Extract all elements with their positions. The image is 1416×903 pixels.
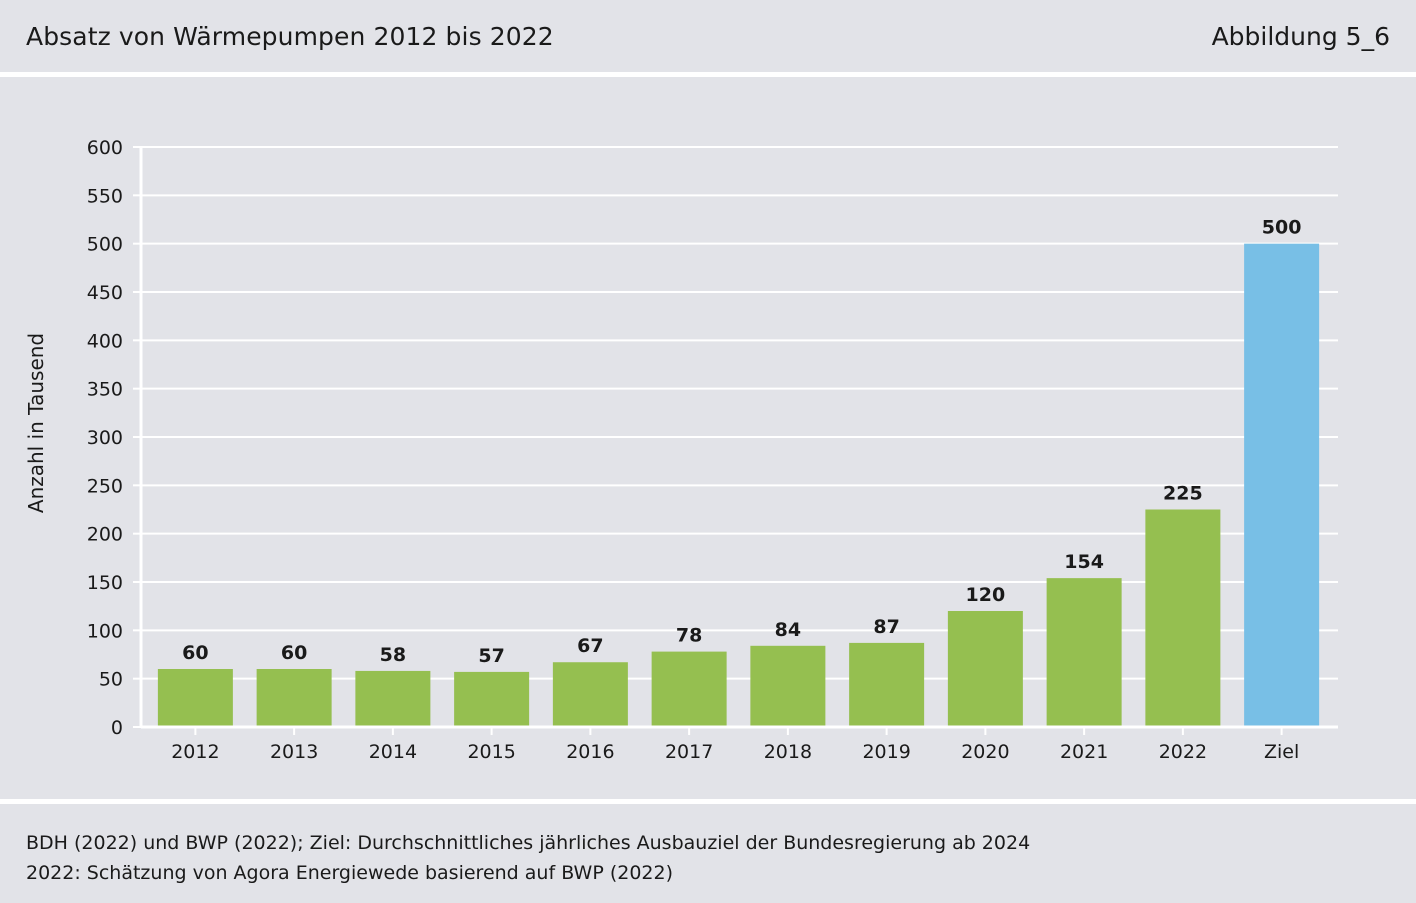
estimate-note: 2022: Schätzung von Agora Energiewede ba… — [26, 862, 674, 884]
y-axis-label: Anzahl in Tausend — [24, 333, 48, 513]
chart-title: Absatz von Wärmepumpen 2012 bis 2022 — [26, 22, 554, 51]
x-tick-label: Ziel — [1264, 741, 1299, 763]
figure-label: Abbildung 5_6 — [1211, 22, 1390, 51]
x-tick-label: 2021 — [1060, 741, 1108, 763]
y-tick-label: 350 — [87, 379, 123, 401]
value-label: 154 — [1064, 551, 1104, 573]
bar-chart: 0 50 100 150 200 250 300 350 400 450 500 550 600 201… — [24, 137, 1338, 763]
y-tick-label: 200 — [87, 524, 123, 546]
bar-2018 — [750, 645, 826, 727]
value-labels: 60 60 58 57 67 78 84 87 120 154 225 500 — [182, 217, 1301, 667]
value-label: 500 — [1262, 217, 1302, 239]
x-tick-label: 2020 — [961, 741, 1009, 763]
bar-2016 — [552, 662, 628, 727]
footer-divider — [0, 799, 1416, 804]
bar-2020 — [947, 611, 1023, 727]
header: Absatz von Wärmepumpen 2012 bis 2022 Abb… — [0, 0, 1416, 72]
bar-2014 — [355, 670, 431, 727]
y-tick-label: 300 — [87, 427, 123, 449]
x-axis-ticks: 2012 2013 2014 2015 2016 2017 2018 2019 2020 2021… — [171, 727, 1299, 763]
bar-2013 — [256, 669, 332, 727]
y-tick-label: 150 — [87, 572, 123, 594]
value-label: 87 — [873, 616, 899, 638]
bar-2017 — [651, 651, 727, 727]
bar-ziel — [1244, 243, 1320, 727]
x-tick-label: 2013 — [270, 741, 318, 763]
value-label: 60 — [182, 642, 208, 664]
bar-2019 — [849, 642, 925, 727]
value-label: 67 — [577, 635, 603, 657]
bar-2015 — [454, 671, 530, 727]
gridlines — [141, 146, 1338, 680]
x-tick-label: 2014 — [369, 741, 417, 763]
value-label: 60 — [281, 642, 307, 664]
value-label: 58 — [380, 644, 406, 666]
y-tick-label: 550 — [87, 185, 123, 207]
x-tick-label: 2017 — [665, 741, 713, 763]
x-tick-label: 2018 — [764, 741, 812, 763]
y-tick-label: 0 — [111, 717, 123, 739]
y-tick-label: 50 — [99, 669, 123, 691]
x-tick-label: 2012 — [171, 741, 219, 763]
value-label: 57 — [478, 645, 504, 667]
y-tick-label: 100 — [87, 620, 123, 642]
bar-2022 — [1145, 509, 1221, 727]
y-tick-label: 250 — [87, 475, 123, 497]
value-label: 120 — [966, 584, 1006, 606]
bars — [157, 243, 1320, 727]
x-tick-label: 2022 — [1159, 741, 1207, 763]
y-axis-ticks: 0 50 100 150 200 250 300 350 400 450 500 550 600 — [87, 137, 141, 739]
source-note: BDH (2022) und BWP (2022); Ziel: Durchsc… — [26, 832, 1031, 854]
y-tick-label: 500 — [87, 234, 123, 256]
header-divider — [0, 72, 1416, 77]
value-label: 78 — [676, 625, 702, 647]
x-tick-label: 2016 — [566, 741, 614, 763]
footer: BDH (2022) und BWP (2022); Ziel: Durchsc… — [26, 828, 1030, 888]
bar-2021 — [1046, 578, 1122, 727]
y-tick-label: 400 — [87, 330, 123, 352]
y-tick-label: 600 — [87, 137, 123, 159]
value-label: 84 — [775, 619, 801, 641]
y-tick-label: 450 — [87, 282, 123, 304]
value-label: 225 — [1163, 483, 1203, 505]
bar-2012 — [157, 669, 233, 727]
x-tick-label: 2015 — [467, 741, 515, 763]
x-tick-label: 2019 — [862, 741, 910, 763]
